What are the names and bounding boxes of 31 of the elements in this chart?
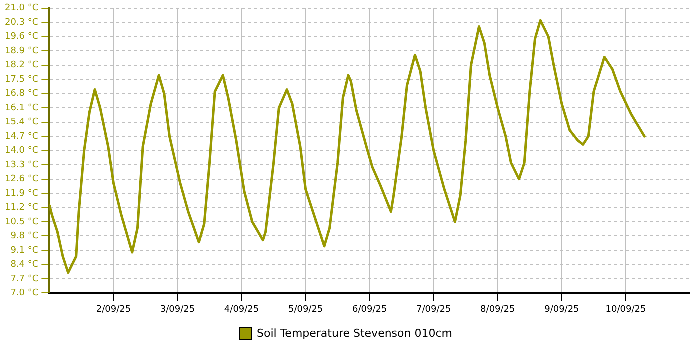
y-tick-label: 13.3 °C xyxy=(4,160,39,170)
y-tick-label: 11.9 °C xyxy=(4,188,39,199)
x-tick-label: 4/09/25 xyxy=(224,304,260,315)
y-tick-label: 14.7 °C xyxy=(4,132,39,142)
x-tick-label: 10/09/25 xyxy=(606,304,646,315)
x-tick-label: 3/09/25 xyxy=(160,304,196,315)
y-tick-label: 9.8 °C xyxy=(10,232,39,242)
y-tick-label: 10.5 °C xyxy=(4,217,39,228)
y-tick-label: 16.8 °C xyxy=(4,89,39,100)
y-tick-label: 15.4 °C xyxy=(4,118,39,128)
y-tick-label: 9.1 °C xyxy=(10,246,39,256)
y-tick-label: 19.6 °C xyxy=(4,32,39,42)
x-tick-label: 8/09/25 xyxy=(480,304,516,315)
y-tick-label: 7.0 °C xyxy=(10,288,39,299)
y-tick-label: 14.0 °C xyxy=(4,146,39,156)
x-tick-label: 7/09/25 xyxy=(416,304,452,315)
y-tick-label: 17.5 °C xyxy=(4,74,39,85)
y-tick-label: 11.2 °C xyxy=(4,203,39,214)
y-tick-label: 7.7 °C xyxy=(10,274,39,284)
x-tick-label: 2/09/25 xyxy=(96,304,132,315)
y-tick-label: 18.2 °C xyxy=(4,60,39,71)
x-tick-label: 9/09/25 xyxy=(544,304,580,315)
y-tick-label: 21.0 °C xyxy=(4,4,39,14)
x-tick-label: 5/09/25 xyxy=(288,304,324,315)
x-tick-label: 6/09/25 xyxy=(352,304,388,315)
y-tick-label: 18.9 °C xyxy=(4,46,39,56)
y-tick-label: 16.1 °C xyxy=(4,103,39,114)
y-tick-label: 8.4 °C xyxy=(10,260,39,270)
legend-label: Soil Temperature Stevenson 010cm xyxy=(257,326,452,340)
y-tick-label: 12.6 °C xyxy=(4,174,39,185)
y-tick-label: 20.3 °C xyxy=(4,18,39,28)
